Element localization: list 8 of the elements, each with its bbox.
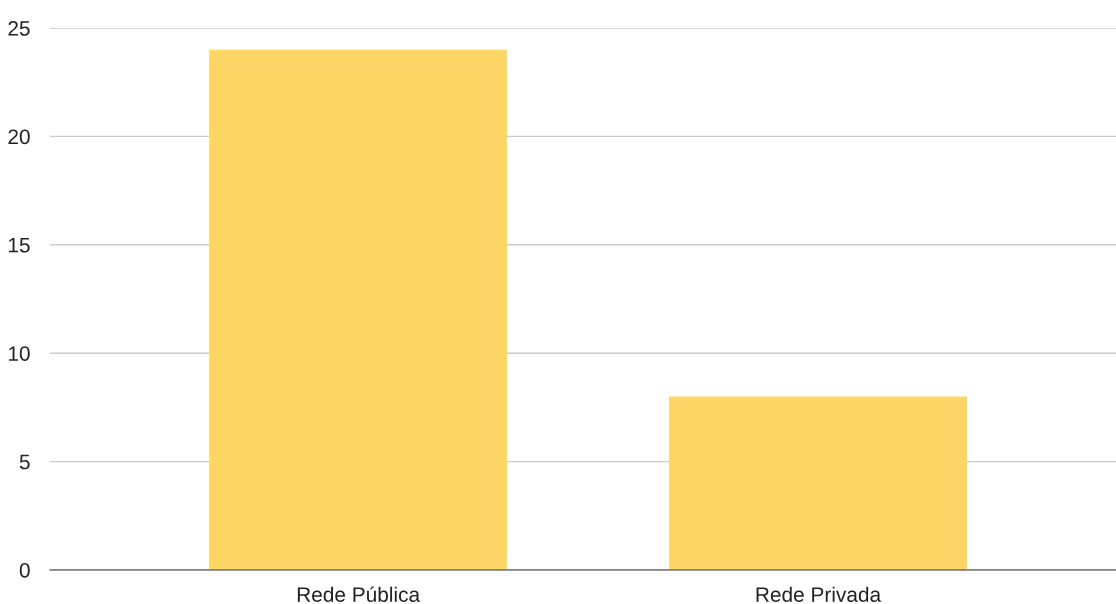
y-tick-label: 5 bbox=[19, 454, 30, 470]
y-tick-label: 0 bbox=[19, 563, 30, 578]
y-tick-label: 10 bbox=[8, 346, 30, 361]
y-tick-label: 15 bbox=[8, 238, 30, 253]
y-tick-label: 25 bbox=[8, 21, 30, 36]
y-tick-label: 20 bbox=[8, 129, 30, 145]
x-tick-label: Rede Pública bbox=[297, 586, 421, 602]
x-tick-label: Rede Privada bbox=[756, 586, 882, 602]
